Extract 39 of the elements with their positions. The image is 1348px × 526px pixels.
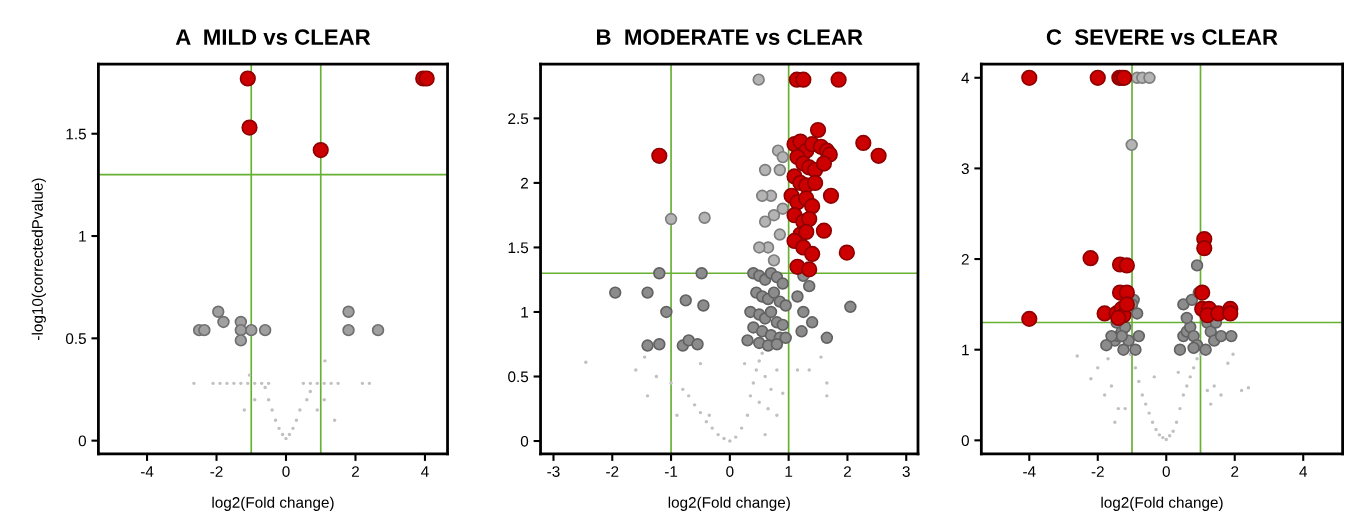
x-tick-label: -4 xyxy=(1023,466,1036,477)
x-tick-label: 3 xyxy=(902,466,910,477)
y-tick-label: 1 xyxy=(79,231,86,242)
y-tick-label: 2 xyxy=(961,253,969,265)
x-tick-label: 0 xyxy=(726,466,734,477)
x-tick-label: -2 xyxy=(210,466,223,477)
y-tick-label: 0.5 xyxy=(508,371,529,383)
x-tick-label: 1 xyxy=(785,466,793,477)
chart-title: A MILD vs CLEAR xyxy=(175,29,371,45)
y-tick-label: 3 xyxy=(961,163,969,175)
x-tick-label: -4 xyxy=(140,466,154,477)
x-tick-label: -3 xyxy=(547,466,560,477)
x-tick-label: 0 xyxy=(1162,466,1170,477)
x-tick-label: 2 xyxy=(1231,466,1239,477)
chart-title: C SEVERE vs CLEAR xyxy=(1046,29,1278,45)
y-axis-title: -log10(correctedPvalue) xyxy=(31,178,46,340)
x-tick-label: 2 xyxy=(352,466,359,477)
y-tick-label: 1.5 xyxy=(508,242,529,254)
y-tick-label: 0 xyxy=(961,435,969,447)
x-tick-label: 4 xyxy=(1299,466,1308,477)
y-tick-label: 1.5 xyxy=(66,128,86,140)
x-tick-label: -2 xyxy=(1091,466,1104,477)
x-tick-label: 0 xyxy=(282,466,290,477)
x-tick-label: 2 xyxy=(843,466,851,477)
x-tick-label: -2 xyxy=(606,466,619,477)
y-tick-label: 0 xyxy=(78,435,86,447)
y-tick-label: 1 xyxy=(521,307,528,318)
y-tick-label: 0 xyxy=(520,435,529,447)
y-tick-label: 0.5 xyxy=(65,333,86,345)
y-tick-label: 1 xyxy=(962,344,969,356)
x-axis-title: log2(Fold change) xyxy=(668,496,790,511)
x-axis-title: log2(Fold change) xyxy=(1101,496,1223,511)
x-tick-label: 4 xyxy=(421,466,429,477)
y-tick-label: 2 xyxy=(521,177,528,189)
x-axis-title: log2(Fold change) xyxy=(212,496,334,511)
y-tick-label: 2.5 xyxy=(508,113,529,125)
y-tick-label: 4 xyxy=(961,72,970,84)
x-tick-label: -1 xyxy=(664,466,678,477)
chart-title: B MODERATE vs CLEAR xyxy=(596,29,863,45)
